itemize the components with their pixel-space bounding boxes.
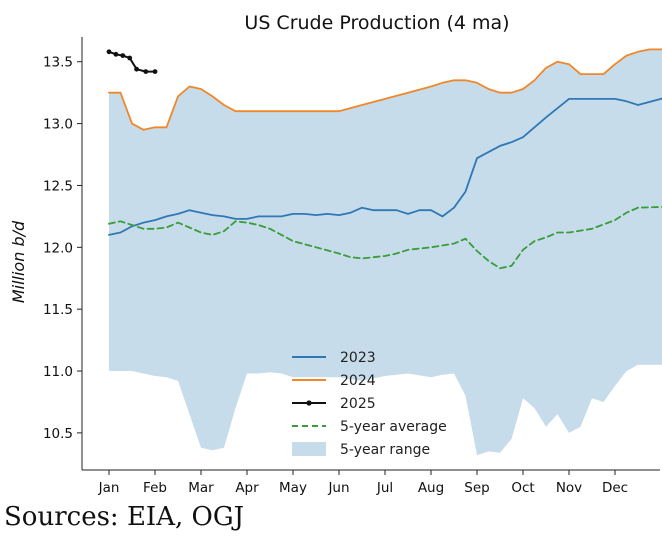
series-line-5-year-average: [108, 206, 662, 270]
x-tick-label: Sep: [464, 480, 489, 496]
five-year-range-band: [109, 49, 662, 456]
x-tick-label: Jul: [376, 480, 393, 496]
legend-label: 5-year range: [340, 442, 430, 458]
x-tick-label: Dec: [602, 480, 628, 496]
x-tick-label: Jan: [98, 480, 120, 496]
y-tick-label: 13.5: [43, 55, 73, 71]
legend-label: 2023: [340, 350, 376, 366]
legend-swatch: [292, 442, 326, 456]
y-axis-ticks: 10.5 11.0 11.5 12.0 12.5 13.0 13.5: [43, 55, 82, 442]
y-tick-label: 11.5: [43, 302, 73, 318]
x-tick-label: Apr: [235, 480, 259, 496]
series-line-2024: [108, 48, 662, 131]
y-tick-label: 12.5: [43, 178, 73, 194]
source-caption: Sources: EIA, OGJ: [4, 502, 245, 532]
series-point-2025: [106, 49, 112, 55]
x-tick-label: Nov: [556, 480, 582, 496]
series-point-2025: [113, 51, 119, 57]
series-point-2025: [152, 69, 158, 74]
x-axis-ticks: Jan Feb Mar Apr May Jun Jul Aug Sep Oct Nov Dec: [98, 470, 628, 496]
x-tick-label: Feb: [143, 480, 167, 496]
y-tick-label: 13.0: [43, 117, 73, 133]
legend-marker: [306, 400, 312, 406]
legend: 2023 2024 2025 5-year average 5-year range: [292, 350, 447, 458]
series-line-2023: [108, 97, 662, 236]
legend-label: 2024: [340, 373, 376, 389]
legend-label: 2025: [340, 396, 376, 412]
series-point-2025: [120, 53, 126, 58]
x-tick-label: May: [279, 480, 307, 496]
x-tick-label: Jun: [327, 480, 349, 496]
x-tick-label: Aug: [418, 480, 444, 496]
y-tick-label: 10.5: [43, 426, 73, 442]
legend-label: 5-year average: [340, 419, 447, 435]
y-tick-label: 11.0: [43, 364, 73, 380]
crude-production-chart: US Crude Production (4 ma) Million b/d J…: [9, 12, 662, 496]
series-point-2025: [134, 66, 140, 72]
chart-title: US Crude Production (4 ma): [244, 12, 509, 34]
y-tick-label: 12.0: [43, 240, 73, 256]
x-tick-label: Mar: [188, 480, 214, 496]
series-point-2025: [143, 69, 149, 74]
x-tick-label: Oct: [511, 480, 534, 496]
plot-area: Jan Feb Mar Apr May Jun Jul Aug Sep Oct Nov Dec 10.…: [43, 37, 662, 496]
series-point-2025: [127, 55, 133, 61]
y-axis-label: Million b/d: [9, 220, 28, 303]
series-layer: [106, 48, 662, 270]
